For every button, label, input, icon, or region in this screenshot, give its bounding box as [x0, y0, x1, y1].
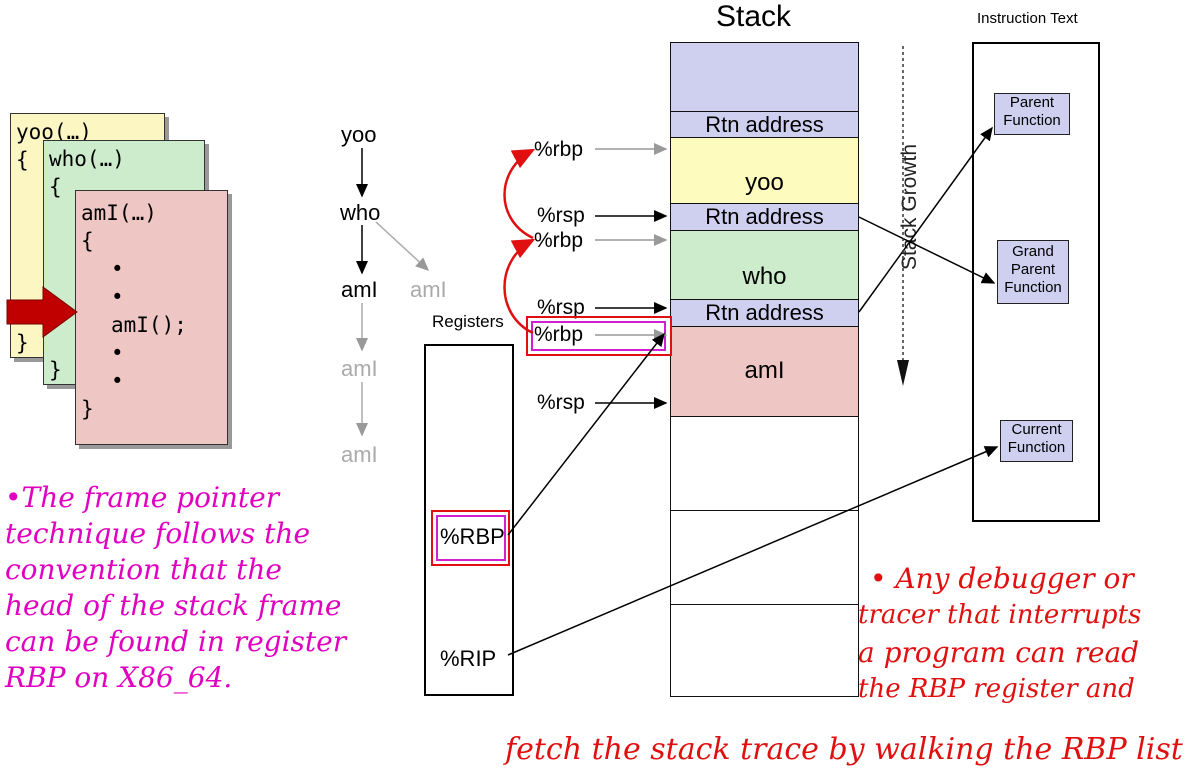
rbp-register-arrow: [507, 332, 665, 536]
grand-parent-function-line3: Function: [1004, 279, 1062, 296]
note-left-line-3: convention that the: [5, 553, 282, 586]
current-function-line2: Function: [1007, 439, 1066, 456]
rbp-chain-curve-2: [503, 238, 536, 335]
code-yoo-close-brace: }: [16, 331, 29, 355]
note-left: •The frame pointer technique follows the…: [5, 480, 346, 696]
stack-title: Stack: [716, 0, 792, 33]
current-function-box: Current Function: [1000, 420, 1073, 462]
registers-box: [424, 344, 514, 696]
stack-frame-aml: amI: [670, 326, 859, 417]
call-tree-yoo: yoo: [341, 122, 377, 147]
current-function-line1: Current: [1011, 421, 1062, 438]
parent-function-box: Parent Function: [994, 93, 1070, 135]
stack-frame-who: who: [670, 230, 859, 300]
stack-frame-who-label: who: [742, 263, 787, 290]
rbp-register-inner: [436, 515, 506, 561]
code-who-open-brace: {: [49, 175, 62, 199]
code-yoo-open-brace: {: [16, 148, 29, 172]
note-right-line-2: tracer that interrupts: [858, 600, 1142, 630]
parent-function-line2: Function: [1003, 112, 1061, 129]
stack-frame-yoo: yoo: [670, 137, 859, 204]
stack-top-frame: [670, 42, 859, 112]
code-aml-open-brace: {: [81, 229, 94, 253]
pointer-label-rsp-1: %rsp: [537, 204, 585, 227]
current-line-arrow-icon: [6, 286, 78, 338]
rip-register-arrow: [507, 446, 999, 656]
stack-rtn-address-3: Rtn address: [670, 299, 859, 327]
call-tree-aml-3: amI: [341, 442, 378, 467]
pointer-label-rbp-3: %rbp: [534, 323, 584, 346]
note-bottom: fetch the stack trace by walking the RBP…: [505, 732, 1183, 767]
note-right-line-3: a program can read: [858, 636, 1140, 669]
note-left-line-2: technique follows the: [5, 517, 311, 550]
pointer-label-rbp-2: %rbp: [534, 229, 584, 252]
rbp-pointer-highlight: [526, 316, 672, 356]
code-card-aml: amI(…) { • • amI(); • • }: [75, 190, 228, 445]
rtn2-to-grand-parent-arrow: [858, 216, 996, 284]
parent-function-line1: Parent: [1009, 94, 1055, 111]
stack-frame-aml-label: amI: [744, 357, 785, 384]
pointer-label-rsp-2: %rsp: [537, 296, 585, 319]
note-left-line-5: can be found in register: [5, 625, 347, 658]
code-aml-bullet-4: •: [111, 369, 124, 393]
call-tree-aml-2: amI: [341, 356, 378, 381]
rbp-register-highlight: [431, 510, 510, 566]
rbp-register-label: %RBP: [440, 524, 505, 549]
code-who-close-brace: }: [49, 358, 62, 382]
instruction-text-title: Instruction Text: [977, 10, 1078, 27]
note-right-line-1: • Any debugger or: [870, 562, 1134, 595]
rbp-chain-curve-1: [503, 148, 536, 240]
stack-growth-arrowhead-icon: [897, 360, 909, 386]
note-left-line-4: head of the stack frame: [5, 589, 342, 622]
note-left-line-6: RBP on X86_64.: [5, 661, 233, 694]
stack-frame-yoo-label: yoo: [745, 169, 784, 196]
stack-divider-1: [670, 510, 859, 511]
code-aml-close-brace: }: [81, 397, 94, 421]
stack-rtn-address-1: Rtn address: [670, 111, 859, 138]
rip-register-label: %RIP: [440, 646, 497, 671]
note-right: • Any debugger or tracer that interrupts…: [858, 560, 1141, 708]
note-left-line-1: •The frame pointer: [5, 481, 280, 514]
stack-divider-2: [670, 604, 859, 605]
rtn3-to-parent-arrow: [858, 126, 993, 313]
pointer-label-rbp-1: %rbp: [534, 138, 584, 161]
code-aml-signature: amI(…): [81, 201, 157, 225]
code-aml-bullet-3: •: [111, 341, 124, 365]
grand-parent-function-box: Grand Parent Function: [997, 240, 1069, 304]
grand-parent-function-line1: Grand: [1012, 243, 1054, 260]
note-right-line-4: the RBP register and: [858, 674, 1135, 704]
grand-parent-function-line2: Parent: [1010, 261, 1056, 278]
code-who-signature: who(…): [49, 147, 125, 171]
registers-title: Registers: [432, 312, 504, 331]
call-arrow-who-aml-side: [375, 221, 430, 272]
code-aml-call: amI();: [111, 313, 187, 337]
call-tree-aml: amI: [341, 277, 378, 302]
code-aml-bullet-2: •: [111, 285, 124, 309]
code-aml-bullet-1: •: [111, 257, 124, 281]
call-tree-aml-side: amI: [410, 277, 447, 302]
instruction-text-box: [972, 42, 1100, 522]
call-tree-who: who: [340, 200, 381, 225]
pointer-label-rsp-3: %rsp: [537, 391, 585, 414]
